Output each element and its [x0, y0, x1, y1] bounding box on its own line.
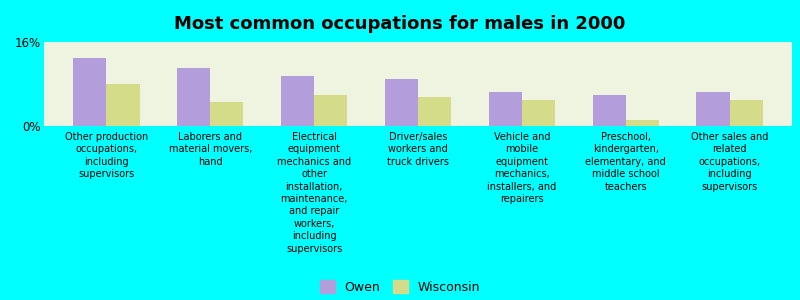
- Bar: [385, 79, 418, 126]
- Text: Most common occupations for males in 2000: Most common occupations for males in 200…: [174, 15, 626, 33]
- Bar: [106, 84, 139, 126]
- Bar: [593, 94, 626, 126]
- Bar: [626, 120, 659, 126]
- Bar: [177, 68, 210, 126]
- Text: Other sales and
related
occupations,
including
supervisors: Other sales and related occupations, inc…: [691, 132, 768, 192]
- Bar: [281, 76, 314, 126]
- Text: Laborers and
material movers,
hand: Laborers and material movers, hand: [169, 132, 252, 167]
- Bar: [730, 100, 763, 126]
- Legend: Owen, Wisconsin: Owen, Wisconsin: [320, 280, 480, 294]
- Bar: [418, 97, 451, 126]
- Text: Electrical
equipment
mechanics and
other
installation,
maintenance,
and repair
w: Electrical equipment mechanics and other…: [277, 132, 351, 254]
- Bar: [489, 92, 522, 126]
- Text: Driver/sales
workers and
truck drivers: Driver/sales workers and truck drivers: [387, 132, 449, 167]
- Text: Preschool,
kindergarten,
elementary, and
middle school
teachers: Preschool, kindergarten, elementary, and…: [586, 132, 666, 192]
- Bar: [522, 100, 555, 126]
- Bar: [314, 94, 347, 126]
- Bar: [73, 58, 106, 126]
- Text: Other production
occupations,
including
supervisors: Other production occupations, including …: [65, 132, 148, 179]
- Bar: [210, 102, 243, 126]
- Text: Vehicle and
mobile
equipment
mechanics,
installers, and
repairers: Vehicle and mobile equipment mechanics, …: [487, 132, 557, 204]
- Bar: [697, 92, 730, 126]
